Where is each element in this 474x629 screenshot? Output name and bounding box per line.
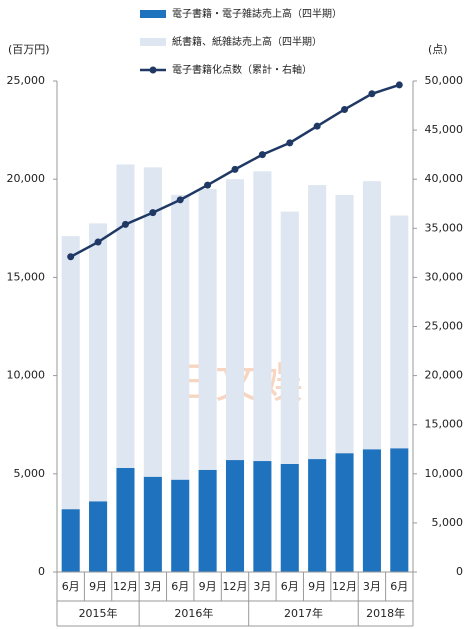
y-tick-label: 25,000 [7, 74, 46, 87]
line-point [341, 105, 349, 113]
bar [308, 185, 327, 460]
x-tick-label: 12月 [113, 580, 138, 593]
x-tick-label: 6月 [171, 580, 189, 593]
line-point [204, 181, 212, 189]
legend-label: 紙書籍、紙雑誌売上高（四半期） [172, 35, 322, 48]
bar [253, 461, 272, 572]
y2-tick-label: 25,000 [425, 320, 464, 333]
line-point [149, 209, 157, 217]
y2-tick-label: 45,000 [425, 123, 464, 136]
y2-tick-label: 5,000 [432, 516, 464, 529]
year-label: 2015年 [79, 606, 118, 620]
y2-tick-label: 40,000 [425, 172, 464, 185]
y-tick-label: 20,000 [7, 172, 46, 185]
bar [308, 459, 327, 572]
year-label: 2018年 [366, 606, 405, 620]
x-tick-label: 3月 [363, 580, 381, 593]
bar [61, 236, 80, 510]
line-point [286, 139, 294, 147]
y-tick-label: 15,000 [7, 270, 46, 283]
legend-label: 電子書籍化点数（累計・右軸） [172, 63, 312, 76]
x-tick-label: 3月 [144, 580, 162, 593]
y-tick-label: 0 [38, 565, 45, 578]
bar [143, 167, 162, 477]
bar [280, 211, 299, 464]
y-tick-label: 10,000 [7, 369, 46, 382]
bar [198, 469, 217, 572]
bar [198, 189, 217, 470]
bar [335, 453, 354, 572]
x-tick-label: 12月 [223, 580, 248, 593]
y2-tick-label: 50,000 [425, 74, 464, 87]
line-point [368, 90, 376, 98]
bar [335, 194, 354, 454]
bar [390, 448, 409, 572]
year-label: 2017年 [284, 606, 323, 620]
line-point [231, 165, 239, 173]
bar [362, 181, 381, 450]
line-point [121, 220, 129, 228]
y2-tick-label: 0 [456, 565, 463, 578]
x-tick-label: 3月 [253, 580, 271, 593]
x-tick-label: 6月 [62, 580, 80, 593]
x-tick-label: 9月 [308, 580, 326, 593]
bar [143, 476, 162, 572]
bar [280, 463, 299, 572]
bar [390, 215, 409, 449]
y2-tick-label: 10,000 [425, 467, 464, 480]
legend-swatch [140, 10, 166, 18]
y2-axis-title: (点) [428, 43, 448, 56]
y2-tick-label: 15,000 [425, 418, 464, 431]
x-tick-label: 9月 [199, 580, 217, 593]
bar [89, 501, 108, 572]
bar [116, 164, 135, 468]
x-tick-label: 9月 [89, 580, 107, 593]
line-point [94, 238, 102, 246]
legend-marker [149, 66, 157, 74]
line-point [67, 253, 75, 261]
line-point [313, 122, 321, 130]
line-point [395, 81, 403, 89]
line-point [258, 151, 266, 159]
bar [171, 479, 190, 572]
y-axis-title: (百万円) [8, 43, 50, 56]
y-tick-label: 5,000 [14, 467, 46, 480]
bar [225, 179, 245, 461]
bar [225, 460, 245, 572]
bar [89, 223, 108, 502]
bar [171, 194, 190, 480]
y2-tick-label: 35,000 [425, 221, 464, 234]
x-tick-label: 6月 [390, 580, 408, 593]
bar [253, 171, 272, 462]
line-point [176, 196, 184, 204]
legend-label: 電子書籍・電子雑誌売上高（四半期） [172, 7, 342, 20]
bar [61, 509, 80, 572]
x-tick-label: 12月 [332, 580, 357, 593]
year-label: 2016年 [174, 606, 213, 620]
bar [116, 467, 135, 572]
y2-tick-label: 20,000 [425, 369, 464, 382]
legend-swatch [140, 38, 166, 46]
bar [362, 449, 381, 572]
x-tick-label: 6月 [281, 580, 299, 593]
y2-tick-label: 30,000 [425, 270, 464, 283]
